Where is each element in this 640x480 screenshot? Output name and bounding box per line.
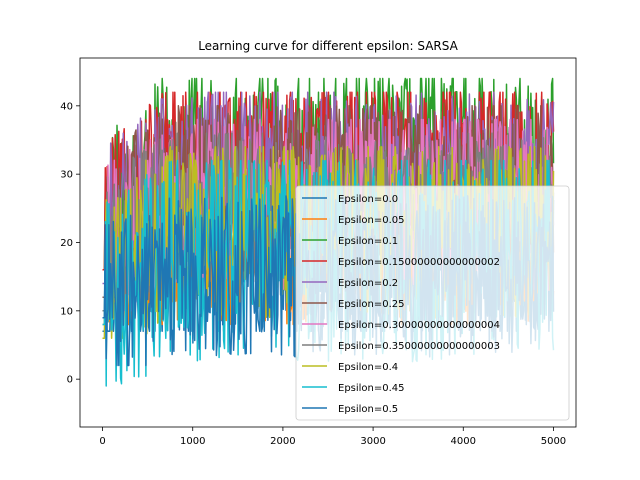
x-tick-label: 2000 <box>270 436 295 447</box>
legend-label: Epsilon=0.1 <box>338 236 398 247</box>
y-tick-label: 10 <box>60 306 73 317</box>
legend: Epsilon=0.0 Epsilon=0.05 Epsilon=0.1 Epsilo… <box>295 185 570 421</box>
y-tick-label: 40 <box>60 101 73 112</box>
legend-label: Epsilon=0.15000000000000002 <box>338 257 500 268</box>
legend-label: Epsilon=0.05 <box>338 215 405 226</box>
y-tick-label: 0 <box>67 375 73 386</box>
x-tick-label: 4000 <box>451 436 476 447</box>
y-tick-label: 20 <box>60 238 73 249</box>
legend-box <box>295 185 570 421</box>
legend-label: Epsilon=0.4 <box>338 362 398 373</box>
chart-title: Learning curve for different epsilon: SA… <box>198 39 458 53</box>
x-axis-ticks: 0 1000 2000 3000 4000 5000 <box>99 427 566 447</box>
legend-label: Epsilon=0.25 <box>338 299 405 310</box>
legend-label: Epsilon=0.30000000000000004 <box>338 320 500 331</box>
legend-label: Epsilon=0.5 <box>338 404 398 415</box>
legend-label: Epsilon=0.2 <box>338 278 398 289</box>
x-tick-label: 3000 <box>360 436 385 447</box>
legend-label: Epsilon=0.0 <box>338 194 398 205</box>
x-tick-label: 0 <box>99 436 105 447</box>
x-tick-label: 5000 <box>541 436 566 447</box>
x-tick-label: 1000 <box>180 436 205 447</box>
legend-label: Epsilon=0.35000000000000003 <box>338 341 500 352</box>
y-axis-ticks: 0 10 20 30 40 <box>60 101 80 386</box>
legend-label: Epsilon=0.45 <box>338 383 405 394</box>
y-tick-label: 30 <box>60 170 73 181</box>
